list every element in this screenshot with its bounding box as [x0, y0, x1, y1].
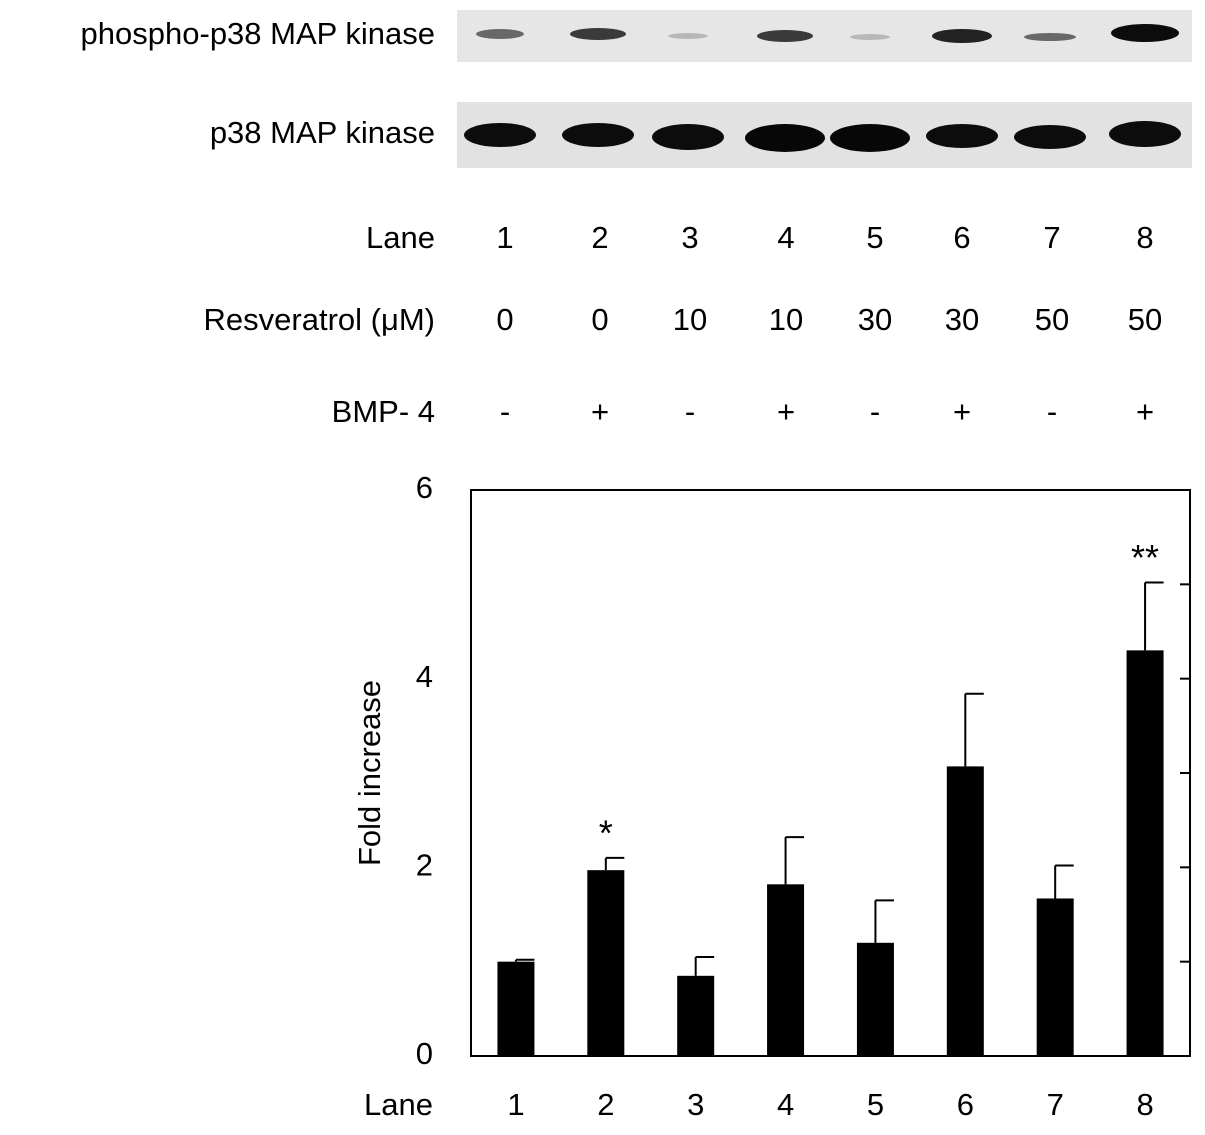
row-label: Resveratrol (μM) — [204, 302, 435, 337]
y-tick-label: 6 — [416, 470, 433, 505]
row-value: - — [685, 394, 695, 429]
row-value: + — [591, 394, 609, 429]
blot-strip — [457, 10, 1192, 62]
row-value: 0 — [496, 302, 513, 337]
bar — [677, 975, 715, 1056]
row-value: 30 — [945, 302, 979, 337]
row-value: 50 — [1035, 302, 1069, 337]
row-value: 10 — [673, 302, 707, 337]
row-value: 50 — [1128, 302, 1162, 337]
x-tick-label: 1 — [507, 1087, 524, 1122]
row-value: - — [500, 394, 510, 429]
row-value: 3 — [681, 220, 698, 255]
row-value: 7 — [1043, 220, 1060, 255]
bar — [946, 766, 984, 1056]
x-tick-label: 8 — [1136, 1087, 1153, 1122]
bar — [1126, 650, 1164, 1056]
row-value: + — [1136, 394, 1154, 429]
row-value: 10 — [769, 302, 803, 337]
row-label: BMP- 4 — [332, 394, 435, 429]
bar — [1036, 898, 1074, 1056]
row-value: 2 — [591, 220, 608, 255]
x-tick-label: 4 — [777, 1087, 794, 1122]
row-value: 4 — [777, 220, 794, 255]
x-tick-label: 3 — [687, 1087, 704, 1122]
plot-frame — [470, 489, 1191, 1057]
y-axis-title: Fold increase — [352, 680, 387, 866]
row-value: 8 — [1136, 220, 1153, 255]
band-label: p38 MAP kinase — [210, 115, 435, 150]
y-tick-label: 0 — [416, 1036, 433, 1071]
row-value: 30 — [858, 302, 892, 337]
row-value: 6 — [953, 220, 970, 255]
x-axis-title: Lane — [364, 1087, 433, 1122]
bar — [497, 961, 535, 1056]
row-value: - — [870, 394, 880, 429]
x-tick-label: 5 — [867, 1087, 884, 1122]
x-tick-label: 7 — [1047, 1087, 1064, 1122]
row-value: 0 — [591, 302, 608, 337]
y-tick-label: 2 — [416, 848, 433, 883]
y-tick-label: 4 — [416, 659, 433, 694]
band-label: phospho-p38 MAP kinase — [81, 16, 435, 51]
bar — [856, 942, 894, 1056]
significance-label: ** — [1131, 537, 1159, 578]
bar — [767, 884, 805, 1056]
x-tick-label: 6 — [957, 1087, 974, 1122]
row-value: - — [1047, 394, 1057, 429]
significance-label: * — [599, 812, 613, 853]
bar — [587, 870, 625, 1056]
row-value: 1 — [496, 220, 513, 255]
row-value: 5 — [866, 220, 883, 255]
x-tick-label: 2 — [597, 1087, 614, 1122]
blot-image — [457, 10, 1192, 168]
row-value: + — [953, 394, 971, 429]
row-label: Lane — [366, 220, 435, 255]
row-value: + — [777, 394, 795, 429]
bands — [464, 24, 1181, 152]
